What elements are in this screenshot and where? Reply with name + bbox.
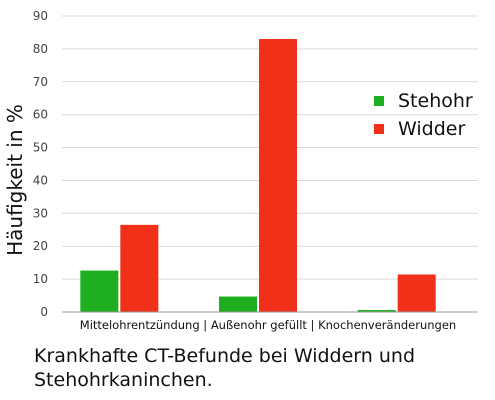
legend-swatch-widder <box>374 124 384 134</box>
chart-caption: Krankhafte CT-Befunde bei Widdern und St… <box>34 345 416 391</box>
y-axis-ticks: 0 10 20 30 40 50 60 70 80 90 <box>33 9 48 319</box>
bar-widder-3 <box>397 274 436 312</box>
bar-widder-1 <box>120 224 159 312</box>
bar-stehohr-2 <box>219 296 257 312</box>
y-tick-label: 50 <box>33 141 48 155</box>
legend-label-widder: Widder <box>398 118 465 140</box>
x-category-labels: Mittelohrentzündung | Außenohr gefüllt |… <box>80 318 456 332</box>
bars <box>80 39 436 313</box>
bar-stehohr-1 <box>80 270 119 312</box>
bar-chart: 0 10 20 30 40 50 60 70 80 90 Häufigkeit in % Mitt… <box>3 9 478 332</box>
y-tick-label: 90 <box>33 9 48 23</box>
y-axis-label: Häufigkeit in % <box>3 104 27 256</box>
y-tick-label: 10 <box>33 272 48 286</box>
legend-label-stehohr: Stehohr <box>398 90 473 112</box>
y-tick-label: 20 <box>33 239 48 253</box>
y-tick-label: 60 <box>33 108 48 122</box>
y-tick-label: 40 <box>33 173 48 187</box>
y-tick-label: 30 <box>33 206 48 220</box>
y-tick-label: 80 <box>33 42 48 56</box>
bar-widder-2 <box>259 39 297 313</box>
legend-swatch-stehohr <box>374 96 384 106</box>
bar-stehohr-3 <box>357 310 396 312</box>
legend: Stehohr Widder <box>374 90 473 140</box>
y-tick-label: 0 <box>40 305 48 319</box>
y-tick-label: 70 <box>33 75 48 89</box>
